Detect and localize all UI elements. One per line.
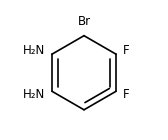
- Text: H₂N: H₂N: [23, 44, 45, 57]
- Text: F: F: [123, 44, 130, 57]
- Text: F: F: [123, 88, 130, 101]
- Text: Br: Br: [77, 15, 91, 28]
- Text: H₂N: H₂N: [23, 88, 45, 101]
